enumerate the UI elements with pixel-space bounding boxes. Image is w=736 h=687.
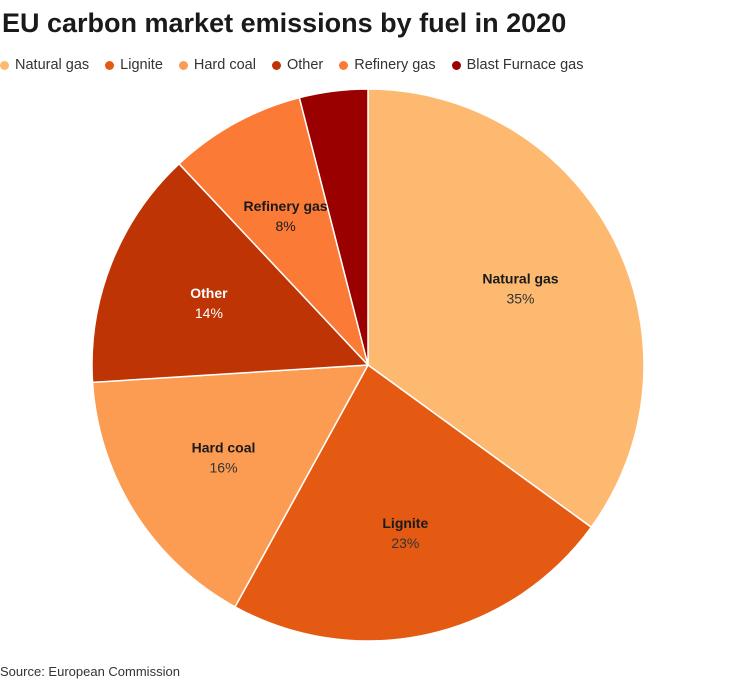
- legend-swatch: [0, 60, 9, 70]
- slice-name-label: Lignite: [382, 515, 428, 531]
- pie-slice: [234, 363, 593, 642]
- slice-name-label: Natural gas: [482, 270, 558, 286]
- pie-slice: [178, 96, 369, 366]
- legend-label: Other: [286, 57, 324, 73]
- slice-value-label: 8%: [275, 218, 295, 234]
- pie-slice: [91, 364, 370, 608]
- legend-label: Blast Furnace gas: [466, 57, 584, 73]
- legend-item: Natural gas: [0, 57, 89, 73]
- legend-swatch: [271, 60, 281, 70]
- legend-swatch: [105, 60, 115, 70]
- pie-slice: [367, 88, 645, 529]
- legend-item: Hard coal: [178, 57, 256, 73]
- legend-label: Hard coal: [193, 57, 256, 73]
- pie-slice: [91, 162, 370, 384]
- legend-item: Other: [271, 57, 324, 73]
- legend-item: Blast Furnace gas: [451, 57, 584, 73]
- slice-name-label: Other: [190, 285, 228, 301]
- chart-title: EU carbon market emissions by fuel in 20…: [2, 8, 567, 38]
- slice-value-label: 16%: [210, 460, 238, 476]
- slice-value-label: 14%: [195, 305, 223, 321]
- slice-name-label: Hard coal: [192, 440, 256, 456]
- legend-label: Natural gas: [15, 57, 90, 73]
- legend-swatch: [451, 60, 461, 70]
- pie-slice: [298, 88, 369, 366]
- legend-item: Refinery gas: [339, 57, 436, 73]
- slice-value-label: 23%: [391, 535, 419, 551]
- legend-swatch: [339, 60, 349, 70]
- legend-item: Lignite: [105, 57, 163, 73]
- legend-swatch: [178, 60, 188, 70]
- legend-label: Refinery gas: [354, 57, 436, 73]
- legend-label: Lignite: [120, 57, 163, 73]
- slice-value-label: 35%: [506, 290, 534, 306]
- chart-legend: Natural gas Lignite Hard coal Other Refinery…: [0, 57, 600, 73]
- source-note: Source: European Commission: [0, 664, 180, 679]
- slice-name-label: Refinery gas: [244, 198, 328, 214]
